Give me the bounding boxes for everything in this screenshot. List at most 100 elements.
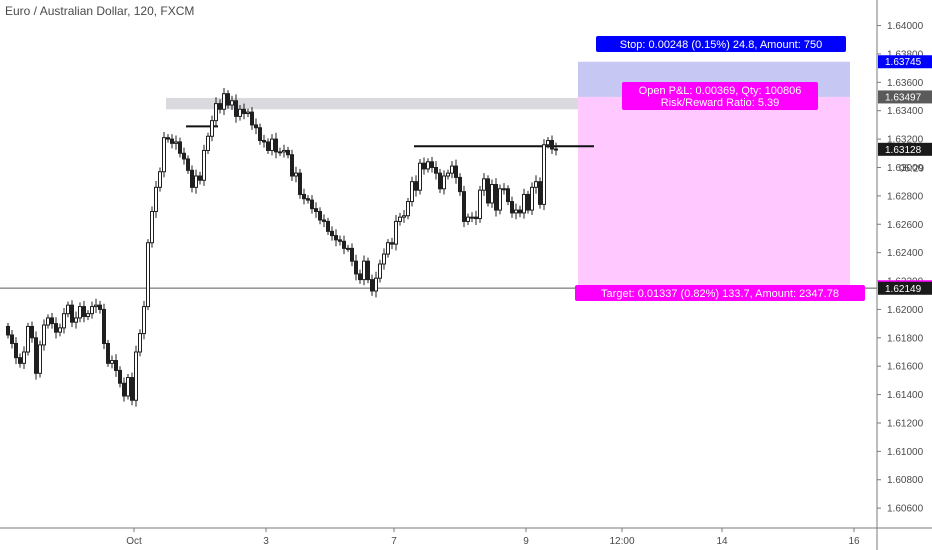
price-tag[interactable]: 1.63497 [878,90,932,104]
candle[interactable] [246,108,250,118]
time-axis[interactable]: Oct 3 7 9 12:00 14 16 [0,527,932,547]
candle[interactable] [554,142,558,156]
candle[interactable] [194,169,198,194]
pnl-label[interactable]: Open P&L: 0.00369, Qty: 100806Risk/Rewar… [622,82,818,110]
candle[interactable] [426,158,430,173]
candle[interactable] [310,195,314,214]
candle[interactable] [454,159,458,184]
candle[interactable] [198,171,202,185]
candle[interactable] [298,168,302,199]
candle[interactable] [142,300,146,340]
candle[interactable] [302,188,306,205]
candle[interactable] [422,157,426,175]
candle[interactable] [334,229,338,247]
candle[interactable] [286,146,290,159]
candle[interactable] [210,115,214,142]
candle[interactable] [186,155,190,174]
candle[interactable] [474,210,478,225]
candle[interactable] [70,300,74,328]
candle[interactable] [34,331,38,380]
candle[interactable] [306,195,310,204]
candle[interactable] [170,134,174,149]
candle[interactable] [174,135,178,150]
candle[interactable] [154,180,158,218]
candle[interactable] [22,346,26,370]
candle[interactable] [498,184,502,215]
candle[interactable] [266,138,270,154]
candle[interactable] [98,300,102,314]
candle[interactable] [182,147,186,165]
candle[interactable] [378,259,382,283]
candle[interactable] [362,255,366,286]
candle[interactable] [530,182,534,216]
candle[interactable] [366,257,370,284]
candle[interactable] [42,319,46,351]
candle[interactable] [110,355,114,369]
candle[interactable] [342,235,346,255]
candle[interactable] [354,254,358,281]
candle[interactable] [158,167,162,192]
candle[interactable] [502,183,506,195]
candle[interactable] [30,321,34,343]
candle[interactable] [322,214,326,228]
candle[interactable] [386,239,390,258]
candle[interactable] [138,329,142,357]
candle[interactable] [294,166,298,183]
price-tag[interactable]: 1.63745 [878,55,932,69]
candle[interactable] [486,175,490,207]
price-tag[interactable]: 1.62149 [878,281,932,295]
candle[interactable] [106,339,110,367]
candle[interactable] [218,99,222,114]
candle[interactable] [58,323,62,337]
candle[interactable] [506,185,510,206]
candle[interactable] [150,206,154,248]
candle[interactable] [222,88,226,115]
candle[interactable] [10,330,14,349]
candle[interactable] [462,185,466,228]
price-axis[interactable]: 1.64000 1.63800 1.63600 1.63400 1.63200 1.630… [876,0,932,550]
candle[interactable] [86,310,90,321]
candle[interactable] [478,185,482,223]
resistance-zone[interactable] [166,97,578,110]
candle[interactable] [214,97,218,128]
candle[interactable] [14,337,18,365]
candle[interactable] [410,176,414,207]
candle[interactable] [522,188,526,219]
target-zone[interactable] [578,96,850,287]
candle[interactable] [202,144,206,186]
candle[interactable] [126,374,130,400]
candle[interactable] [490,179,494,208]
candle[interactable] [166,134,170,143]
candle[interactable] [494,178,498,217]
candle[interactable] [538,177,542,209]
candle[interactable] [550,135,554,154]
candle[interactable] [66,301,70,318]
candle[interactable] [26,322,30,356]
candle[interactable] [238,105,242,121]
candle[interactable] [430,156,434,173]
plot-area[interactable]: Stop: 0.00248 (0.15%) 24.8, Amount: 750 O… [0,36,877,407]
candle[interactable] [274,132,278,159]
candle[interactable] [130,372,134,406]
candle[interactable] [254,118,258,135]
candle[interactable] [326,217,330,235]
candle[interactable] [370,274,374,296]
candle[interactable] [466,213,470,225]
candle[interactable] [390,237,394,250]
candle[interactable] [90,301,94,319]
candle[interactable] [258,123,262,145]
candle[interactable] [162,132,166,178]
candle[interactable] [178,137,182,158]
candle[interactable] [102,303,106,350]
candle[interactable] [6,322,10,339]
candle[interactable] [318,207,322,225]
candle[interactable] [82,300,86,323]
candle[interactable] [542,139,546,211]
target-label[interactable]: Target: 0.01337 (0.82%) 133.7, Amount: 2… [575,285,865,301]
candle[interactable] [62,308,66,334]
candle[interactable] [350,243,354,267]
candle[interactable] [382,248,386,270]
candle[interactable] [358,269,362,284]
candle[interactable] [118,366,122,388]
